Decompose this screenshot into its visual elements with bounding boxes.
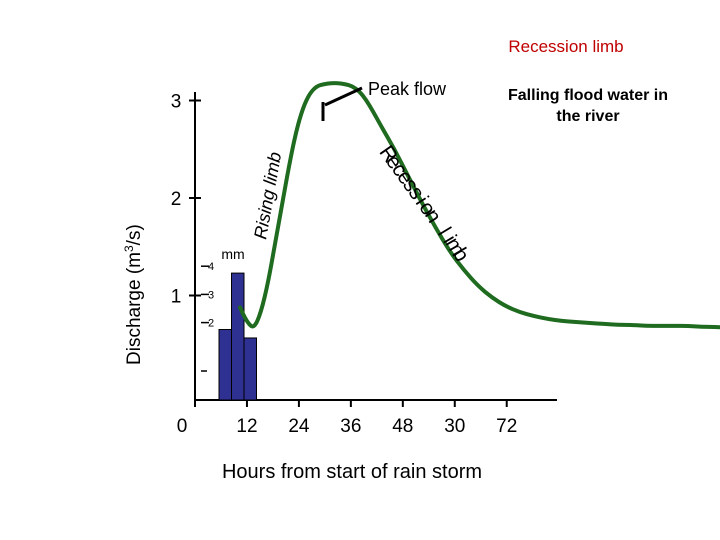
x-tick-label: 30 [444, 416, 465, 437]
falling-flood-label-line2: the river [556, 108, 619, 125]
x-ticks: 0 12 24 36 48 30 72 [177, 400, 517, 437]
x-tick-label: 24 [288, 416, 310, 437]
rain-tick-label: 3 [208, 289, 214, 301]
rain-tick-label: 4 [208, 261, 214, 273]
recession-limb-label: Recession limb [375, 141, 474, 265]
rainfall-bar [218, 329, 232, 401]
y-tick-label: 1 [171, 287, 182, 308]
falling-flood-label-line1: Falling flood water in [508, 87, 668, 104]
discharge-line [238, 81, 720, 330]
rainfall-bar [243, 337, 257, 401]
rainfall-bar [231, 272, 245, 401]
x-axis-label: Hours from start of rain storm [222, 461, 482, 483]
rainfall-series: 4 3 2 [201, 261, 257, 401]
y-ticks: 1 2 3 [171, 92, 201, 308]
x-tick-label: 48 [392, 416, 413, 437]
chart-title: Recession limb [508, 37, 623, 56]
rain-tick-label: 2 [208, 318, 214, 330]
y-axis-label: Discharge (m3/s) [122, 224, 145, 365]
peak-flow-label: Peak flow [368, 79, 447, 99]
y-tick-label: 2 [171, 189, 182, 210]
rainfall-unit-label: mm [221, 246, 244, 262]
peak-pointer [324, 86, 363, 107]
y-tick-label: 3 [171, 92, 182, 113]
x-tick-label: 0 [177, 416, 188, 437]
x-tick-label: 72 [496, 416, 517, 437]
x-tick-label: 12 [236, 416, 257, 437]
x-tick-label: 36 [340, 416, 361, 437]
